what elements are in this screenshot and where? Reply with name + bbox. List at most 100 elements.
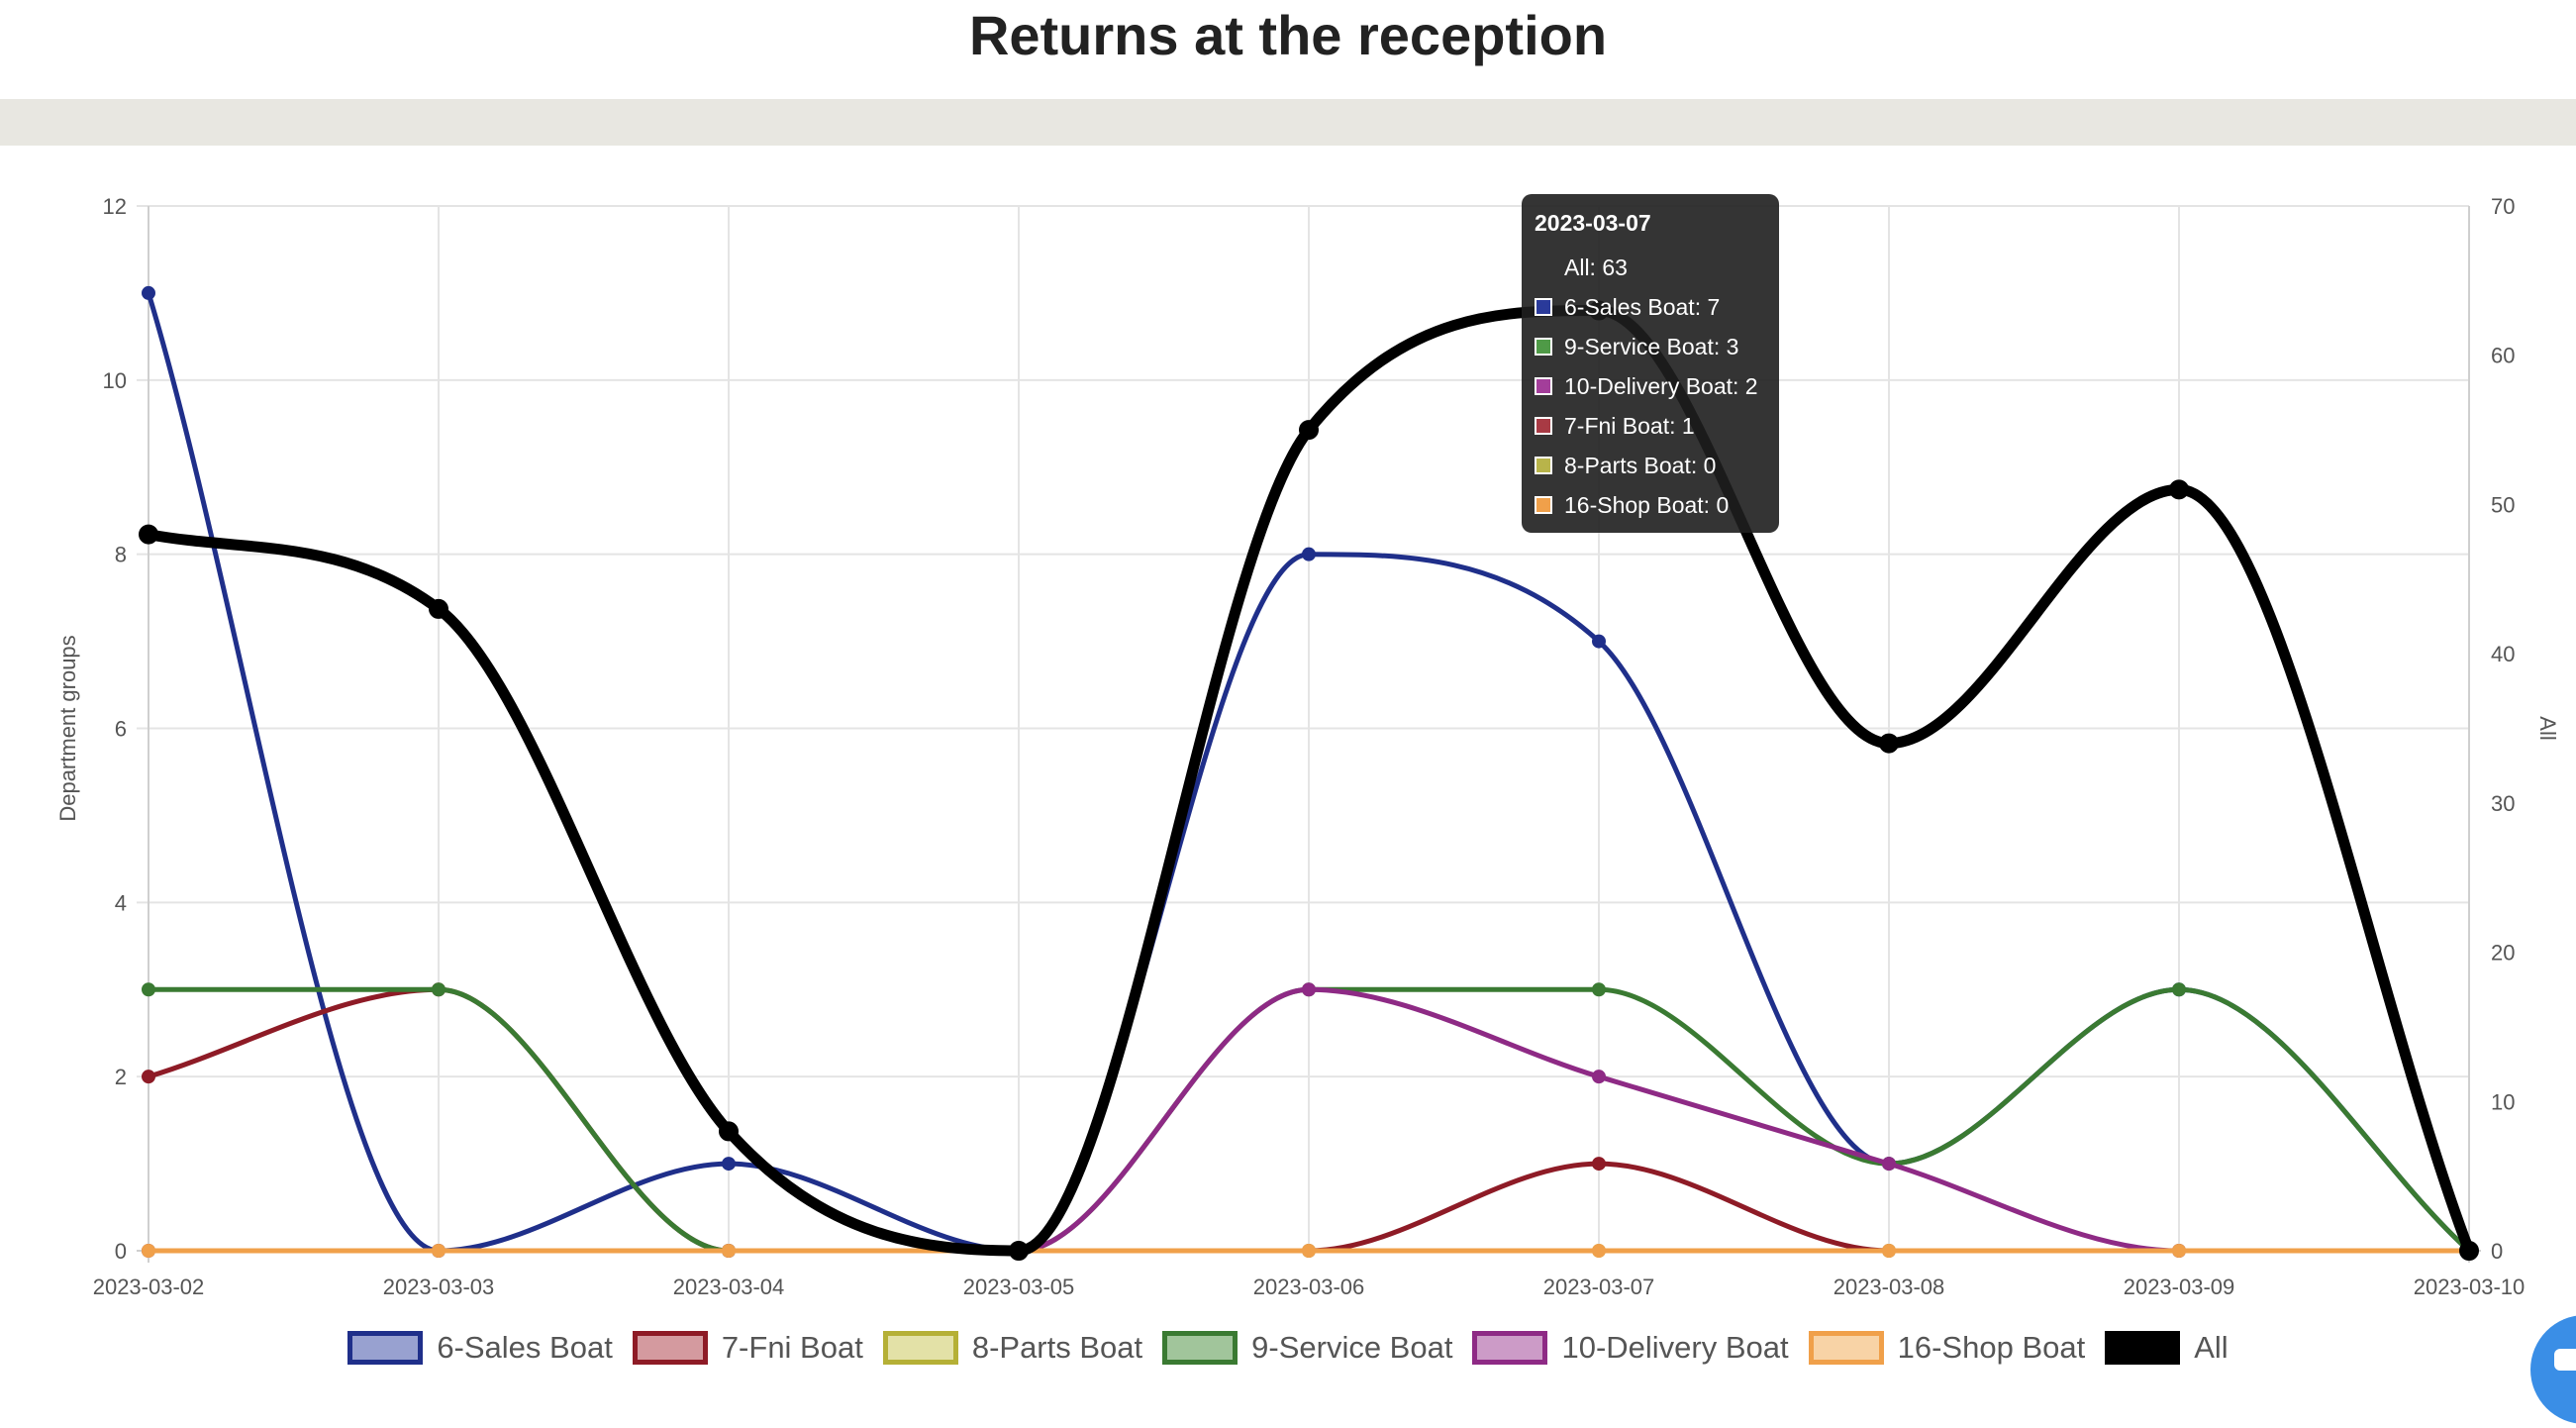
legend-label: All (2194, 1330, 2229, 1365)
data-point-6-sales-boat (142, 285, 155, 300)
tooltip-row-label: 9-Service Boat: 3 (1564, 333, 1739, 359)
tooltip-color-box (1535, 417, 1552, 435)
x-tick-label: 2023-03-08 (1833, 1275, 1945, 1299)
legend-swatch (347, 1331, 424, 1365)
data-point-16-shop-boat (2172, 1244, 2186, 1258)
data-point-all (1879, 733, 1899, 754)
tooltip-color-box (1535, 377, 1552, 395)
tooltip-title: 2023-03-07 (1535, 210, 1651, 236)
y-left-tick-label: 10 (103, 368, 127, 393)
y-left-tick-label: 4 (115, 890, 127, 915)
legend-swatch (882, 1331, 958, 1365)
data-point-all (2459, 1241, 2479, 1261)
y-right-tick-label: 60 (2491, 344, 2515, 368)
chart-legend: 6-Sales Boat 7-Fni Boat 8-Parts Boat 9-Serv… (0, 1319, 2576, 1377)
legend-item-6-sales-boat[interactable]: 6-Sales Boat (347, 1330, 613, 1366)
tooltip-color-box (1535, 258, 1552, 276)
y-right-tick-label: 30 (2491, 791, 2515, 816)
x-tick-label: 2023-03-04 (673, 1275, 785, 1299)
tooltip-row: 9-Service Boat: 3 (1535, 327, 1766, 366)
legend-label: 16-Shop Boat (1897, 1330, 2086, 1365)
data-point-all (1009, 1241, 1029, 1261)
legend-swatch (1162, 1331, 1238, 1365)
x-tick-label: 2023-03-10 (2414, 1275, 2526, 1299)
tooltip-color-box (1535, 457, 1552, 474)
data-point-all (2169, 479, 2189, 500)
y-right-tick-label: 70 (2491, 194, 2515, 219)
data-point-all (1299, 420, 1319, 441)
tooltip-row: 10-Delivery Boat: 2 (1535, 366, 1766, 406)
data-point-6-sales-boat (722, 1157, 736, 1172)
x-tick-label: 2023-03-02 (93, 1275, 205, 1299)
legend-item-9-service-boat[interactable]: 9-Service Boat (1162, 1330, 1452, 1366)
y-right-tick-label: 50 (2491, 492, 2515, 517)
data-point-7-fni-boat (142, 1070, 155, 1084)
tooltip-color-box (1535, 496, 1552, 514)
legend-swatch (1472, 1331, 1548, 1365)
x-tick-label: 2023-03-07 (1543, 1275, 1655, 1299)
tooltip-color-box (1535, 338, 1552, 356)
y-right-tick-label: 0 (2491, 1239, 2503, 1264)
data-point-10-delivery-boat (1592, 1070, 1606, 1084)
y-left-tick-label: 2 (115, 1065, 127, 1089)
legend-item-7-fni-boat[interactable]: 7-Fni Boat (632, 1330, 863, 1366)
tooltip-row-label: 6-Sales Boat: 7 (1564, 293, 1721, 320)
chart-tooltip: 2023-03-07 All: 63 6-Sales Boat: 7 9-Servi… (1522, 194, 1779, 533)
data-point-6-sales-boat (1592, 634, 1606, 649)
page-title: Returns at the reception (968, 4, 1608, 66)
data-point-all (719, 1121, 739, 1142)
data-point-7-fni-boat (1592, 1157, 1606, 1172)
y-left-axis-title: Department groups (55, 635, 80, 821)
legend-swatch (2105, 1331, 2181, 1365)
y-left-tick-label: 12 (103, 194, 127, 219)
data-point-16-shop-boat (1592, 1244, 1606, 1258)
legend-label: 8-Parts Boat (971, 1330, 1143, 1365)
legend-item-8-parts-boat[interactable]: 8-Parts Boat (882, 1330, 1143, 1366)
data-point-9-service-boat (432, 982, 446, 997)
legend-item-10-delivery-boat[interactable]: 10-Delivery Boat (1472, 1330, 1789, 1366)
y-right-tick-label: 10 (2491, 1089, 2515, 1114)
data-point-9-service-boat (142, 982, 155, 997)
tooltip-row: 8-Parts Boat: 0 (1535, 446, 1766, 485)
y-right-tick-label: 20 (2491, 941, 2515, 966)
tooltip-row-label: 16-Shop Boat: 0 (1564, 491, 1730, 518)
y-left-tick-label: 6 (115, 717, 127, 742)
data-point-6-sales-boat (1302, 547, 1316, 561)
tooltip-row: 7-Fni Boat: 1 (1535, 406, 1766, 446)
tooltip-row: All: 63 (1535, 248, 1766, 287)
tooltip-row: 6-Sales Boat: 7 (1535, 287, 1766, 327)
x-tick-label: 2023-03-09 (2124, 1275, 2235, 1299)
legend-item-all[interactable]: All (2105, 1330, 2229, 1366)
legend-label: 10-Delivery Boat (1561, 1330, 1789, 1365)
data-point-16-shop-boat (432, 1244, 446, 1258)
data-point-9-service-boat (2172, 982, 2186, 997)
chat-bubble-icon (2554, 1349, 2576, 1371)
tooltip-row-label: 10-Delivery Boat: 2 (1564, 372, 1758, 399)
legend-label: 7-Fni Boat (721, 1330, 863, 1365)
data-point-all (429, 598, 448, 619)
x-tick-label: 2023-03-03 (383, 1275, 495, 1299)
data-point-9-service-boat (1592, 982, 1606, 997)
y-right-tick-label: 40 (2491, 642, 2515, 666)
y-left-tick-label: 0 (115, 1239, 127, 1264)
tooltip-row-label: All: 63 (1564, 254, 1628, 280)
tooltip-row-label: 8-Parts Boat: 0 (1564, 452, 1717, 478)
toolbar-strip (0, 99, 2576, 146)
data-point-all (139, 524, 158, 545)
legend-label: 6-Sales Boat (437, 1330, 613, 1365)
data-point-16-shop-boat (1302, 1244, 1316, 1258)
data-point-16-shop-boat (1882, 1244, 1896, 1258)
data-point-16-shop-boat (142, 1244, 155, 1258)
data-point-10-delivery-boat (1302, 982, 1316, 997)
legend-label: 9-Service Boat (1251, 1330, 1453, 1365)
data-point-16-shop-boat (722, 1244, 736, 1258)
y-left-tick-label: 8 (115, 543, 127, 567)
y-right-axis-title: All (2535, 716, 2560, 740)
legend-swatch (632, 1331, 708, 1365)
x-tick-label: 2023-03-06 (1253, 1275, 1365, 1299)
x-tick-label: 2023-03-05 (963, 1275, 1075, 1299)
data-point-10-delivery-boat (1882, 1157, 1896, 1172)
legend-swatch (1808, 1331, 1884, 1365)
legend-item-16-shop-boat[interactable]: 16-Shop Boat (1808, 1330, 2086, 1366)
tooltip-row: 16-Shop Boat: 0 (1535, 485, 1766, 525)
